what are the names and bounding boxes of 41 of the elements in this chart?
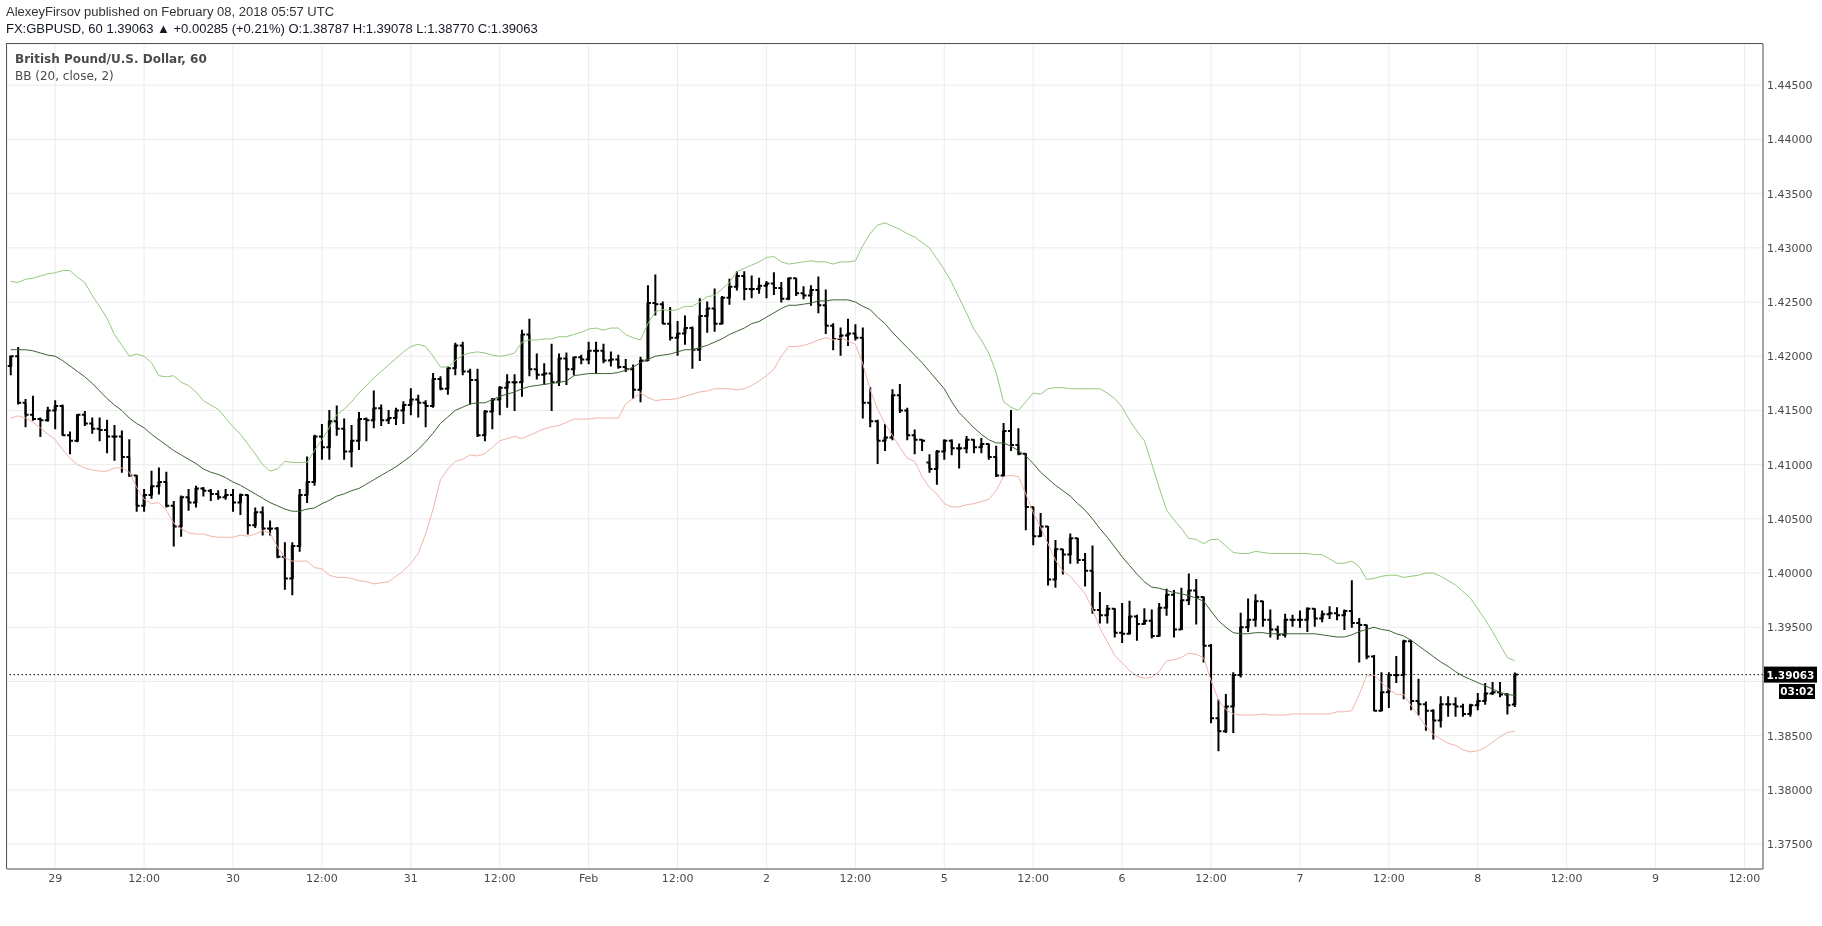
y-tick-label: 1.42000 <box>1767 350 1813 364</box>
y-tick-label: 1.39500 <box>1767 621 1813 635</box>
x-tick-label: 29 <box>48 871 63 885</box>
y-tick-label: 1.40500 <box>1767 512 1813 526</box>
y-tick-label: 1.44000 <box>1767 133 1813 147</box>
x-tick-label: 5 <box>940 871 948 885</box>
x-tick-label: 12:00 <box>839 871 872 885</box>
ref-line-label: 1.39063 <box>1766 668 1815 681</box>
x-tick-label: 12:00 <box>483 871 516 885</box>
annotation: BB (20, close, 2) <box>15 69 114 83</box>
x-tick-label: 12:00 <box>1017 871 1050 885</box>
x-tick-label: Feb <box>578 871 599 885</box>
y-tick-label: 1.41000 <box>1767 458 1813 472</box>
x-tick-label: 7 <box>1296 871 1304 885</box>
x-tick-label: 8 <box>1474 871 1482 885</box>
y-tick-label: 1.38500 <box>1767 729 1813 743</box>
x-tick-label: 12:00 <box>306 871 338 885</box>
x-tick-label: 6 <box>1118 871 1126 885</box>
y-tick-label: 1.43500 <box>1767 187 1813 201</box>
text: British Pound/U.S. Dollar, 60 <box>15 52 207 66</box>
x-tick-label: 31 <box>403 871 418 885</box>
x-tick-label: 30 <box>225 871 240 885</box>
y-tick-label: 1.42500 <box>1767 295 1813 309</box>
y-tick-label: 1.41500 <box>1767 404 1813 418</box>
y-tick-label: 1.44500 <box>1767 79 1813 93</box>
line-series <box>10 222 1516 662</box>
text: AlexeyFirsov published on February 08, 2018 05:57 UTC <box>6 4 335 19</box>
chart-title: FX:GBPUSD, 60 1.39063 ▲ +0.00285 (+0.21%) O:1.38787 H:1.39078 L:1.38770 C:1.39063 <box>6 21 538 36</box>
text: 03:02 <box>1779 683 1815 699</box>
x-tick-label: 9 <box>1652 871 1660 885</box>
x-tick-label: 12:00 <box>1728 871 1761 885</box>
x-tick-label: 12:00 <box>1195 871 1227 885</box>
y-tick-label: 1.38000 <box>1767 783 1813 797</box>
x-tick-label: 12:00 <box>128 871 160 885</box>
x-tick-label: 2 <box>762 871 770 885</box>
x-tick-label: 12:00 <box>1372 871 1405 885</box>
x-tick-label: 12:00 <box>1550 871 1583 885</box>
x-tick-label: 12:00 <box>661 871 694 885</box>
y-tick-label: 1.40000 <box>1767 566 1813 580</box>
y-tick-label: 1.37500 <box>1767 837 1813 851</box>
y-tick-label: 1.43000 <box>1767 241 1813 255</box>
